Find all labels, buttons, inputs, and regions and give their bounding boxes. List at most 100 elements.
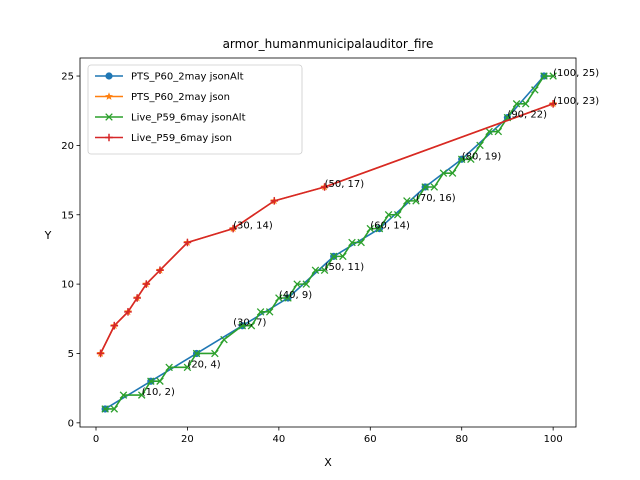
series-point [275, 294, 283, 302]
series-point [430, 183, 439, 191]
y-tick-label: 15 [61, 210, 74, 221]
legend-item-live-p59-6may-jsonalt: Live_P59_6may jsonAlt [95, 113, 246, 124]
series-point [165, 363, 173, 372]
legend-label: Live_P59_6may json [131, 133, 232, 144]
series-point [156, 377, 164, 385]
series-point [211, 349, 219, 358]
data-label: (40, 9) [279, 290, 312, 301]
series-line [105, 75, 554, 410]
series-point [494, 127, 503, 136]
series-point [348, 238, 356, 247]
series-point [110, 321, 119, 330]
series-point [183, 363, 192, 372]
series-point [357, 238, 365, 247]
series-point [110, 405, 119, 413]
series-point [320, 266, 329, 275]
series-point [311, 266, 320, 275]
legend-marker [105, 113, 113, 121]
legend-item-pts-p60-2may-json: PTS_P60_2may json [95, 92, 230, 103]
y-tick-label: 5 [68, 349, 74, 360]
series-point [393, 210, 402, 219]
legend-box [87, 64, 303, 155]
y-tick-label: 10 [61, 280, 74, 291]
y-tick-label: 0 [68, 418, 74, 429]
series-point [403, 197, 411, 205]
data-label: (70, 16) [416, 193, 456, 204]
series-point [265, 308, 274, 316]
series-point [156, 266, 164, 275]
series-point [284, 294, 292, 302]
legend-marker [105, 133, 113, 142]
series-point [124, 308, 132, 316]
legend-item-pts-p60-2may-jsonalt: PTS_P60_2may jsonAlt [95, 72, 244, 83]
chart-title: armor_humanmunicipalauditor_fire [223, 37, 434, 51]
series-point [540, 72, 548, 80]
series-point [270, 197, 279, 205]
legend-item-live-p59-6may-json: Live_P59_6may json [95, 133, 232, 144]
series-point [549, 99, 557, 108]
data-label: (50, 11) [325, 262, 365, 273]
data-label: (50, 17) [325, 179, 365, 190]
plot-area: (10, 2) (20, 4) (30, 7) (30, 14) (40, 9) (50,… [96, 68, 599, 413]
series-point [485, 127, 493, 136]
series-point [549, 72, 557, 80]
series-point [142, 280, 151, 288]
legend-label: Live_P59_6may jsonAlt [131, 113, 246, 124]
data-label: (90, 22) [507, 110, 547, 121]
series-point [247, 321, 256, 330]
series-point [512, 100, 521, 108]
x-tick-label: 80 [455, 434, 468, 445]
y-axis: 0 5 10 15 20 25 [61, 72, 80, 429]
data-label: (10, 2) [142, 387, 175, 398]
series-point [133, 294, 141, 302]
series-point [531, 86, 539, 94]
data-label: (20, 4) [187, 359, 220, 370]
series-point [293, 280, 301, 288]
legend-label: PTS_P60_2may jsonAlt [131, 72, 244, 83]
series-point [137, 391, 146, 399]
legend-label: PTS_P60_2may json [131, 92, 230, 103]
series-point [220, 335, 228, 344]
data-label: (80, 19) [462, 151, 502, 162]
x-axis: 0 20 40 60 80 100 [93, 427, 563, 445]
x-axis-label: X [324, 456, 332, 469]
legend: PTS_P60_2may jsonAlt PTS_P60_2may json Liv… [87, 64, 303, 155]
x-tick-label: 0 [93, 434, 99, 445]
x-tick-label: 60 [364, 434, 377, 445]
series-point [238, 321, 247, 330]
series-point [467, 155, 475, 164]
series-point [448, 169, 457, 177]
series-point [439, 169, 448, 177]
y-axis-label: Y [44, 229, 52, 242]
x-tick-label: 20 [181, 434, 194, 445]
legend-marker [105, 92, 113, 100]
series-point [421, 183, 429, 191]
data-label: (30, 14) [233, 221, 273, 232]
series-point [457, 155, 466, 164]
series-point [329, 252, 338, 261]
axes-frame [79, 57, 577, 428]
series-point [101, 405, 109, 413]
y-tick-label: 20 [61, 141, 74, 152]
series-point [521, 100, 530, 108]
series-point [229, 224, 237, 233]
series-point [256, 308, 265, 316]
series-point [320, 183, 329, 191]
data-label: (60, 14) [370, 221, 410, 232]
data-label: (30, 7) [233, 318, 266, 329]
x-tick-label: 40 [272, 434, 285, 445]
series-point [339, 252, 347, 261]
series-live-p59-6may-jsonalt [101, 72, 557, 413]
series-point [302, 280, 311, 288]
series-point [375, 224, 384, 233]
y-tick-label: 25 [61, 72, 74, 83]
series-point [183, 238, 192, 247]
series-point [384, 210, 393, 219]
x-tick-label: 100 [544, 434, 563, 445]
series-point [147, 377, 155, 385]
legend-marker [105, 72, 113, 80]
series-point [96, 349, 105, 358]
series-live-p59-6may-json [96, 99, 557, 358]
series-point [192, 349, 201, 358]
